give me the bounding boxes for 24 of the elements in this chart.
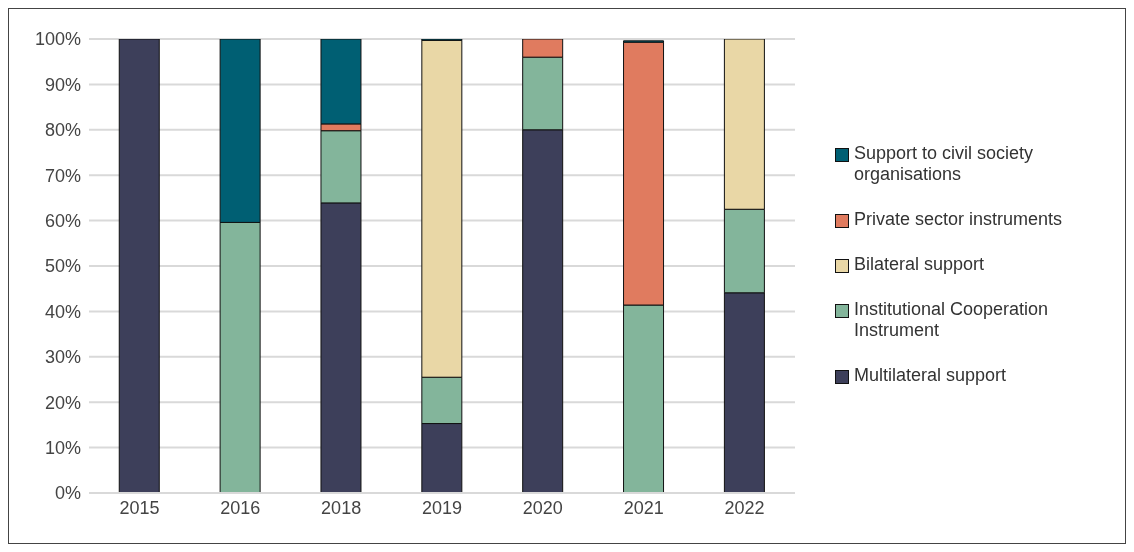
legend-label: Bilateral support [854, 253, 985, 275]
legend-label: Private sector instruments [854, 208, 1063, 230]
legend-label: Support to civil society organisations [854, 142, 1035, 185]
legend-label: Institutional Cooperation Instrument [854, 298, 1050, 341]
y-tick-label: 30% [44, 347, 81, 368]
y-tick-label: 40% [44, 301, 81, 322]
y-tick-label: 0% [54, 483, 81, 504]
x-tick-label: 2016 [220, 497, 261, 518]
y-tick-label: 90% [44, 74, 81, 95]
y-tick-label: 70% [44, 165, 81, 186]
x-tick-label: 2021 [623, 497, 664, 518]
x-tick-label: 2015 [119, 497, 160, 518]
y-tick-label: 60% [44, 210, 81, 231]
x-tick-label: 2022 [724, 497, 765, 518]
legend-label: Multilateral support [854, 364, 1007, 386]
x-tick-label: 2018 [321, 497, 362, 518]
x-tick-label: 2019 [421, 497, 463, 518]
y-tick-label: 50% [44, 256, 81, 277]
y-tick-label: 100% [34, 29, 81, 50]
x-tick-label: 2020 [522, 497, 563, 518]
y-tick-label: 20% [44, 392, 81, 413]
bar [118, 39, 160, 493]
y-tick-label: 10% [44, 437, 81, 458]
y-tick-label: 80% [44, 120, 81, 141]
